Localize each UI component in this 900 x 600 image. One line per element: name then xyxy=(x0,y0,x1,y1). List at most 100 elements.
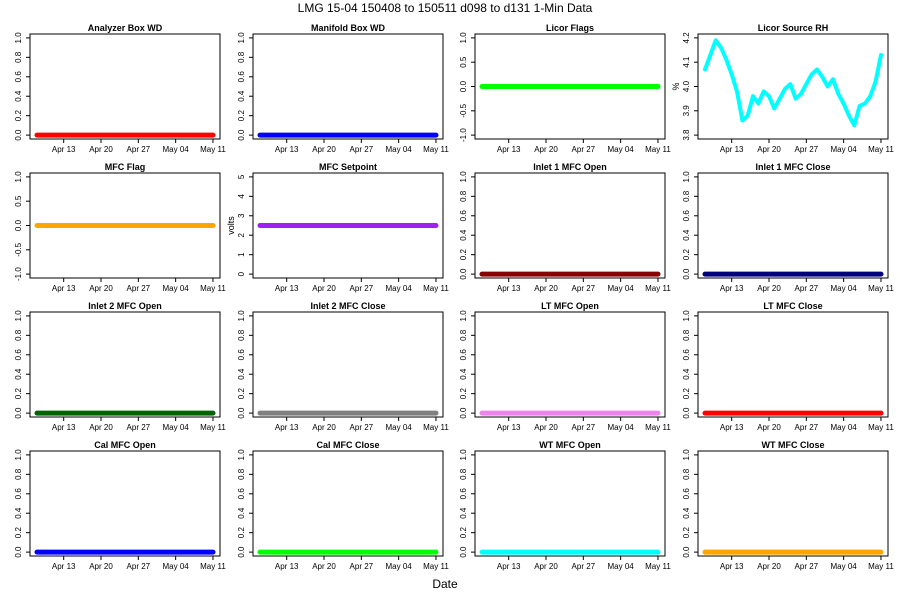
x-tick-label: May 11 xyxy=(423,145,449,154)
y-tick-label: 0.8 xyxy=(14,51,23,63)
x-tick-label: Apr 27 xyxy=(572,284,596,293)
y-tick-label: 0.0 xyxy=(14,129,23,141)
y-tick-label: 0.6 xyxy=(682,349,691,361)
panel-13: Cal MFC Open 0.0 0.2 0.4 0.6 0.8 1.0 Apr 13 Apr … xyxy=(14,440,226,571)
x-tick-label: May 11 xyxy=(645,145,671,154)
y-tick-label: 0.5 xyxy=(459,56,468,68)
plot-frame xyxy=(474,172,666,279)
y-tick-label: 0.2 xyxy=(237,110,246,122)
y-tick-label: 1.0 xyxy=(14,449,23,461)
panel-12: LT MFC Close 0.0 0.2 0.4 0.6 0.8 1.0 Apr 13 Apr … xyxy=(682,301,894,432)
x-tick-label: May 04 xyxy=(608,284,635,293)
x-tick-label: Apr 27 xyxy=(572,423,596,432)
x-tick-label: May 11 xyxy=(645,284,671,293)
x-tick-label: Apr 27 xyxy=(127,284,151,293)
x-tick-label: Apr 27 xyxy=(350,562,374,571)
y-tick-label: 0.6 xyxy=(237,488,246,500)
y-tick-label: 0.6 xyxy=(459,210,468,222)
y-tick-label: 1.0 xyxy=(459,171,468,183)
y-tick-label: 0.2 xyxy=(237,527,246,539)
x-tick-label: May 11 xyxy=(868,562,894,571)
x-tick-label: Apr 27 xyxy=(795,423,819,432)
x-tick-label: Apr 13 xyxy=(52,423,76,432)
x-tick-label: Apr 13 xyxy=(720,284,744,293)
y-tick-label: 0.4 xyxy=(682,368,691,380)
y-tick-label: 0.0 xyxy=(682,546,691,558)
y-tick-label: 3.8 xyxy=(682,129,691,141)
y-tick-label: 1.0 xyxy=(459,32,468,44)
plot-frame xyxy=(697,450,889,557)
y-tick-label: 0.2 xyxy=(682,249,691,261)
y-tick-label: 0.2 xyxy=(682,388,691,400)
x-tick-label: Apr 27 xyxy=(127,145,151,154)
y-tick-label: 0.2 xyxy=(682,527,691,539)
y-tick-label: 0.8 xyxy=(14,329,23,341)
x-tick-label: May 11 xyxy=(200,562,226,571)
plot-frame xyxy=(697,311,889,418)
x-tick-label: May 11 xyxy=(200,423,226,432)
y-tick-label: 0.8 xyxy=(237,51,246,63)
x-tick-label: Apr 27 xyxy=(127,562,151,571)
y-tick-label: 0.6 xyxy=(14,488,23,500)
y-tick-label: 0.2 xyxy=(14,388,23,400)
panel-title: Analyzer Box WD xyxy=(88,23,163,33)
y-tick-label: 0.8 xyxy=(682,329,691,341)
panel-title: Inlet 2 MFC Open xyxy=(88,301,162,311)
panel-4: Licor Source RH 3.8 3.9 4.0 4.1 4.2% Apr 13 Apr… xyxy=(671,23,894,154)
plot-frame xyxy=(29,33,221,140)
x-tick-label: Apr 13 xyxy=(275,145,299,154)
x-tick-label: Apr 20 xyxy=(757,284,781,293)
y-tick-label: 4.0 xyxy=(682,80,691,92)
panel-2: Manifold Box WD 0.0 0.2 0.4 0.6 0.8 1.0 Apr 13 A… xyxy=(237,23,449,154)
y-tick-label: 0.6 xyxy=(459,349,468,361)
y-tick-label: 1.0 xyxy=(237,449,246,461)
panel-title: Inlet 1 MFC Open xyxy=(533,162,607,172)
x-tick-label: Apr 20 xyxy=(312,423,336,432)
y-tick-label: 0.4 xyxy=(459,368,468,380)
plot-frame xyxy=(474,311,666,418)
y-tick-label: -0.5 xyxy=(14,242,23,256)
x-tick-label: Apr 20 xyxy=(757,423,781,432)
y-tick-label: 4 xyxy=(237,194,246,199)
panel-title: Cal MFC Open xyxy=(94,440,156,450)
y-tick-label: 1.0 xyxy=(14,32,23,44)
y-tick-label: 1.0 xyxy=(682,171,691,183)
y-tick-label: 0.0 xyxy=(459,407,468,419)
x-tick-label: Apr 20 xyxy=(312,145,336,154)
x-tick-label: May 11 xyxy=(645,423,671,432)
y-tick-label: 0.4 xyxy=(682,507,691,519)
panel-15: WT MFC Open 0.0 0.2 0.4 0.6 0.8 1.0 Apr 13 Apr 2… xyxy=(459,440,671,571)
x-tick-label: Apr 27 xyxy=(795,145,819,154)
y-tick-label: 1.0 xyxy=(14,171,23,183)
x-tick-label: May 04 xyxy=(163,562,190,571)
panel-5: MFC Flag -1.0 -0.5 0.0 0.5 1.0 Apr 13 Apr 20 Apr… xyxy=(14,162,226,293)
y-tick-label: 0.0 xyxy=(14,546,23,558)
x-tick-label: Apr 20 xyxy=(534,562,558,571)
y-tick-label: 0.6 xyxy=(682,488,691,500)
x-tick-label: May 11 xyxy=(868,145,894,154)
y-tick-label: 0.6 xyxy=(237,349,246,361)
y-tick-label: 1.0 xyxy=(237,310,246,322)
y-tick-label: 0.8 xyxy=(14,468,23,480)
plot-frame xyxy=(697,172,889,279)
y-tick-label: 0.6 xyxy=(14,71,23,83)
x-tick-label: May 04 xyxy=(163,284,190,293)
x-tick-label: May 04 xyxy=(386,562,413,571)
y-tick-label: 0.8 xyxy=(459,468,468,480)
x-tick-label: May 11 xyxy=(200,145,226,154)
x-tick-label: Apr 27 xyxy=(572,562,596,571)
panel-title: WT MFC Close xyxy=(762,440,825,450)
y-tick-label: 1.0 xyxy=(459,310,468,322)
y-tick-label: 0.0 xyxy=(459,268,468,280)
plot-frame xyxy=(474,450,666,557)
x-tick-label: May 04 xyxy=(831,423,858,432)
panel-title: WT MFC Open xyxy=(539,440,601,450)
x-tick-label: Apr 20 xyxy=(757,145,781,154)
y-tick-label: 0.8 xyxy=(682,190,691,202)
y-tick-label: 0.2 xyxy=(237,388,246,400)
y-tick-label: 2 xyxy=(237,232,246,237)
x-tick-label: May 11 xyxy=(423,423,449,432)
y-tick-label: 0.6 xyxy=(14,349,23,361)
x-tick-label: Apr 20 xyxy=(312,284,336,293)
